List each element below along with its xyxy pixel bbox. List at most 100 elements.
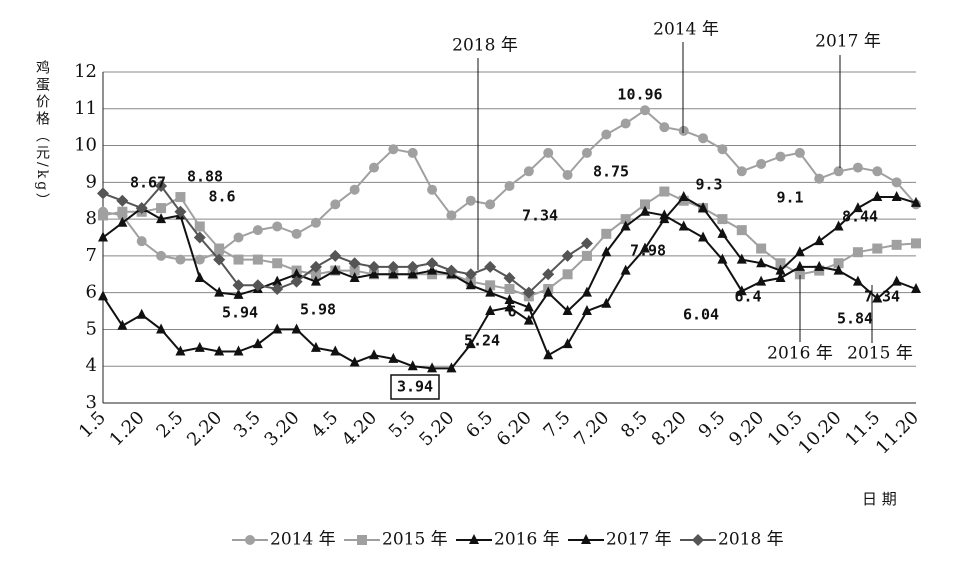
legend-marker (357, 535, 367, 545)
y-tick-label: 10 (74, 135, 97, 156)
data-point (620, 264, 631, 275)
data-label: 7.34 (864, 288, 900, 306)
data-point (290, 275, 303, 288)
data-point (465, 195, 476, 206)
data-point (349, 184, 360, 195)
data-point (251, 279, 264, 292)
data-point (233, 254, 244, 265)
data-label: 6.4 (734, 288, 761, 306)
data-point (136, 236, 147, 247)
data-point (485, 286, 496, 297)
y-tick-label: 9 (86, 171, 97, 192)
data-point (581, 147, 592, 158)
data-point (407, 147, 418, 158)
data-point (156, 323, 167, 334)
data-point (214, 286, 225, 297)
callout-label: 2014 年 (653, 20, 719, 40)
callout-label: 2015 年 (847, 344, 913, 364)
legend-marker (692, 534, 704, 546)
data-point (698, 133, 709, 144)
data-point (174, 205, 187, 218)
data-point (872, 292, 883, 303)
x-tick-label: 3.20 (260, 407, 303, 450)
x-tick-label: 9.5 (694, 407, 729, 442)
data-point (736, 166, 747, 177)
y-tick-label: 11 (74, 98, 97, 119)
data-point (464, 268, 477, 281)
data-point (214, 345, 225, 356)
data-point (98, 210, 108, 221)
data-label: 6 (507, 303, 516, 321)
data-point (117, 206, 128, 217)
data-point (581, 250, 592, 261)
data-point (117, 319, 128, 330)
data-label: 6.04 (683, 306, 719, 324)
data-point (194, 254, 205, 265)
data-point (794, 147, 805, 158)
data-point (775, 258, 786, 269)
x-tick-label: 8.20 (648, 407, 691, 450)
data-point (329, 249, 342, 262)
data-label: 8.6 (208, 188, 235, 206)
data-point (349, 265, 360, 276)
data-point (135, 202, 148, 215)
data-point (562, 169, 573, 180)
data-point (794, 269, 805, 280)
data-point (291, 323, 302, 334)
data-point (523, 314, 534, 325)
data-point (911, 282, 921, 293)
data-point (233, 232, 244, 243)
data-point (717, 214, 728, 225)
data-point (271, 282, 284, 295)
data-point (891, 177, 902, 188)
data-point (775, 264, 786, 275)
data-point (504, 181, 515, 192)
data-point (620, 220, 631, 231)
data-point (640, 105, 650, 116)
data-point (543, 349, 554, 360)
data-point (330, 199, 341, 210)
data-point (756, 257, 767, 268)
data-point (485, 305, 496, 316)
data-point (369, 162, 379, 173)
data-point (814, 260, 825, 271)
callout-label: 2017 年 (815, 32, 881, 52)
x-tick-label: 7.5 (540, 407, 575, 442)
data-point (891, 239, 902, 250)
x-tick-label: 2.20 (183, 407, 226, 450)
data-point (406, 260, 419, 273)
data-point (252, 338, 263, 349)
data-point (756, 158, 767, 169)
data-point (891, 191, 902, 202)
callout-label: 2016 年 (767, 344, 833, 364)
data-point (175, 254, 186, 265)
data-point (232, 279, 245, 292)
data-point (465, 338, 476, 349)
data-point (911, 238, 921, 249)
x-tick-label: 6.20 (493, 407, 536, 450)
data-point (310, 269, 321, 280)
data-point (194, 271, 205, 282)
data-label: 5.94 (222, 304, 258, 322)
data-point (775, 271, 786, 282)
data-point (814, 235, 825, 246)
y-tick-label: 3 (86, 392, 97, 413)
data-point (388, 144, 399, 155)
data-point (156, 203, 167, 214)
data-point (678, 220, 689, 231)
x-tick-label: 6.5 (462, 407, 497, 442)
data-point (388, 268, 399, 279)
data-point (427, 184, 438, 195)
data-point (98, 231, 108, 242)
data-point (310, 341, 321, 352)
x-tick-label: 5.20 (415, 407, 458, 450)
x-tick-label: 5.5 (385, 407, 420, 442)
data-point (852, 275, 863, 286)
x-tick-label: 1.20 (106, 407, 149, 450)
data-point (522, 286, 535, 299)
data-point (872, 166, 883, 177)
data-point (427, 264, 438, 275)
data-point (155, 180, 168, 193)
x-tick-label: 7.20 (570, 407, 613, 450)
data-point (580, 237, 593, 250)
